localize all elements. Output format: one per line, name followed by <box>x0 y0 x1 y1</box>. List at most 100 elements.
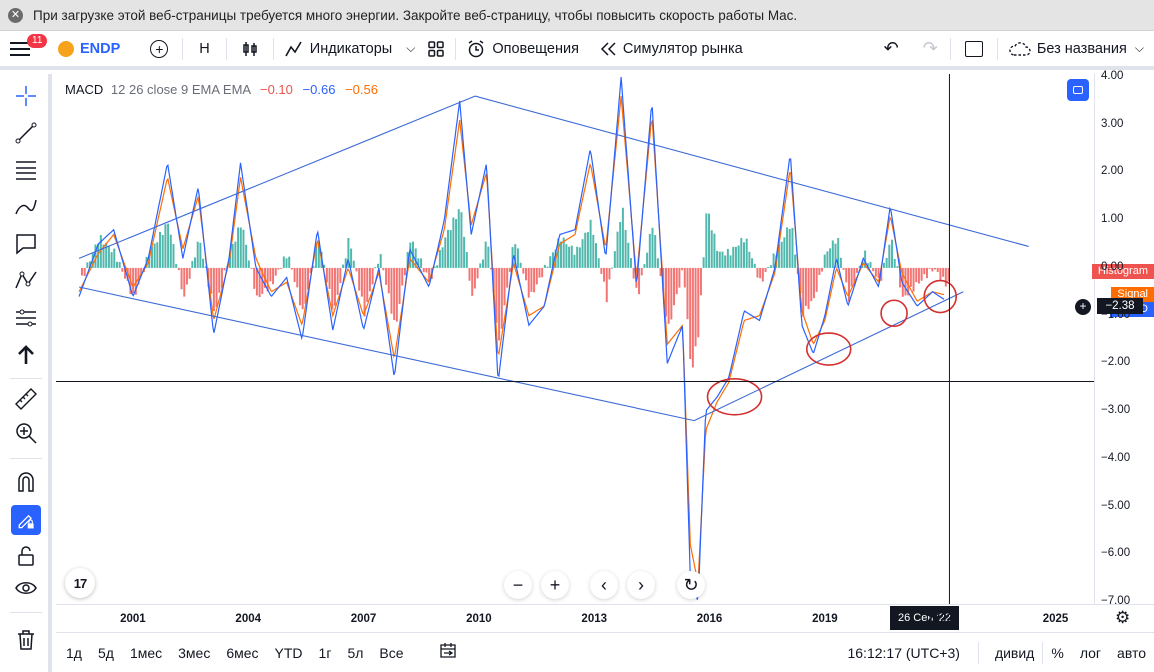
gear-icon[interactable]: ⚙ <box>1115 608 1131 627</box>
macd-chart-pane[interactable]: MACD 12 26 close 9 EMA EMA −0.10 −0.66 −… <box>56 74 1154 604</box>
ruler-tool-icon[interactable] <box>8 383 44 415</box>
histogram-bar <box>183 267 186 297</box>
histogram-bar <box>799 267 802 294</box>
range-button-8[interactable]: Все <box>379 644 404 661</box>
maximize-pane-button[interactable] <box>1067 79 1089 101</box>
forecast-tool-icon[interactable] <box>8 302 44 334</box>
pattern-tool-icon[interactable] <box>8 265 44 297</box>
histogram-bar <box>845 267 848 283</box>
histogram-bar <box>333 267 336 306</box>
compare-symbol-button[interactable]: + <box>128 31 182 66</box>
histogram-bar <box>247 260 250 268</box>
main-menu-button[interactable]: 11 <box>0 31 48 66</box>
histogram-bar <box>169 234 172 268</box>
lock-drawings-icon[interactable] <box>11 505 41 535</box>
fullscreen-button[interactable] <box>951 31 997 66</box>
time-axis[interactable]: 26 Сен '22 2001 2004 2007 2010 2013 2016 2019 2… <box>56 604 1154 632</box>
zoom-out-button[interactable]: − <box>504 571 532 599</box>
histogram-bar <box>915 267 918 283</box>
chart-type-button[interactable] <box>227 31 273 66</box>
reset-chart-button[interactable]: ↻ <box>677 571 705 599</box>
range-button-0[interactable]: 1д <box>66 644 82 661</box>
range-button-7[interactable]: 5л <box>347 644 364 661</box>
histogram-bar <box>880 267 883 281</box>
trendline-lower-right <box>693 291 964 422</box>
toolbar-divider <box>1042 641 1044 664</box>
range-button-1[interactable]: 5д <box>97 644 114 661</box>
histogram-bar <box>812 267 815 299</box>
tradingview-logo[interactable]: 17 <box>65 568 95 598</box>
eye-icon[interactable] <box>8 572 44 604</box>
macd-line <box>78 76 945 600</box>
histogram-bar <box>452 217 455 268</box>
histogram-bar <box>551 252 554 268</box>
histogram-bar <box>646 252 649 268</box>
histogram-bar <box>565 244 568 268</box>
trendline-tool-icon[interactable] <box>8 117 44 149</box>
symbol-logo-icon <box>58 40 74 57</box>
histogram-bar <box>86 262 89 268</box>
range-button-3[interactable]: 3мес <box>178 644 211 661</box>
histogram-bar <box>110 252 113 268</box>
undo-button[interactable]: ↶ <box>883 38 899 58</box>
histogram-bar <box>594 243 597 268</box>
histogram-bar <box>118 261 121 268</box>
log-scale-toggle[interactable]: лог <box>1079 644 1102 661</box>
fib-tool-icon[interactable] <box>8 154 44 186</box>
histogram-bar <box>864 250 867 268</box>
histogram-bar <box>909 267 912 287</box>
scroll-left-button[interactable]: ‹ <box>590 571 618 599</box>
arrow-up-icon[interactable] <box>8 339 44 371</box>
dividends-adjust-toggle[interactable]: дивид <box>994 644 1035 661</box>
histogram-bar <box>422 267 425 273</box>
price-axis[interactable]: Histogram Signal MACD 4.003.002.001.000.… <box>1091 70 1154 607</box>
redo-button[interactable]: ↷ <box>922 38 938 58</box>
histogram-bar <box>204 266 207 268</box>
histogram-bar <box>342 264 345 268</box>
indicators-button[interactable]: Индикаторы <box>274 31 398 66</box>
auto-scale-toggle[interactable]: авто <box>1117 644 1146 661</box>
lock-all-icon[interactable] <box>8 540 44 572</box>
chevron-down-icon: ⌵ <box>1134 41 1144 55</box>
timezone-clock[interactable]: 16:12:17 (UTC+3) <box>847 644 960 661</box>
trash-icon[interactable] <box>8 624 44 656</box>
histogram-bar <box>161 234 164 268</box>
histogram-bar <box>336 267 339 295</box>
go-to-date-button[interactable] <box>430 642 466 663</box>
annotation-ellipse <box>923 279 958 314</box>
range-button-4[interactable]: 6мес <box>226 644 259 661</box>
add-alert-plus-icon[interactable]: + <box>1075 299 1091 315</box>
layouts-button[interactable] <box>423 31 455 66</box>
replay-icon <box>600 41 616 56</box>
histogram-bar <box>891 239 894 268</box>
layout-name-button[interactable]: Без названия ⌵ <box>998 31 1154 66</box>
symbol-search-button[interactable]: ENDP <box>40 31 128 66</box>
histogram-bar <box>702 257 705 268</box>
bar-replay-button[interactable]: Симулятор рынка <box>589 31 753 66</box>
histogram-bar <box>164 224 167 268</box>
histogram-bar <box>767 267 770 269</box>
text-callout-tool-icon[interactable] <box>8 228 44 260</box>
interval-button[interactable]: H <box>199 40 210 57</box>
brush-tool-icon[interactable] <box>8 191 44 223</box>
range-button-2[interactable]: 1мес <box>129 644 163 661</box>
range-button-5[interactable]: YTD <box>274 644 303 661</box>
range-button-6[interactable]: 1г <box>318 644 332 661</box>
price-label: 1.00 <box>1101 213 1124 226</box>
percent-scale-toggle[interactable]: % <box>1051 644 1064 661</box>
scroll-right-button[interactable]: › <box>627 571 655 599</box>
magnet-icon[interactable] <box>8 466 44 498</box>
zoom-in-tool-icon[interactable] <box>8 417 44 449</box>
crosshair-tool-icon[interactable] <box>8 80 44 112</box>
alerts-button[interactable]: Оповещения <box>456 31 589 66</box>
histogram-bar <box>374 267 377 269</box>
close-banner-icon[interactable]: ✕ <box>8 7 23 23</box>
indicator-templates-button[interactable]: ⌵ <box>398 31 423 66</box>
histogram-bar <box>654 235 657 268</box>
zoom-in-button[interactable]: + <box>541 571 569 599</box>
histogram-bar <box>503 267 506 306</box>
indicator-legend[interactable]: MACD 12 26 close 9 EMA EMA −0.10 −0.66 −… <box>65 82 378 97</box>
histogram-bar <box>301 267 304 310</box>
histogram-bar <box>498 267 501 341</box>
histogram-bar <box>315 245 318 268</box>
